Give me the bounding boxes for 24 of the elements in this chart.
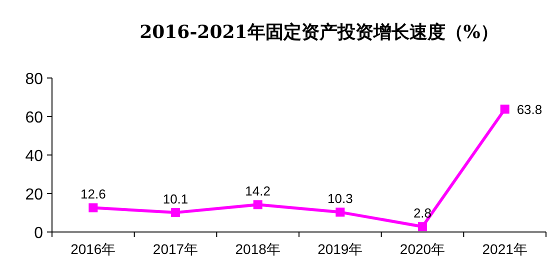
- x-tick-label: 2016年: [70, 241, 116, 257]
- x-tick-label: 2021年: [482, 241, 528, 257]
- point: [418, 222, 427, 232]
- y-tick-label: 0: [34, 225, 44, 242]
- data-label: 10.3: [328, 191, 353, 206]
- x-tick-label: 2018年: [235, 241, 280, 257]
- data-label: 10.1: [162, 192, 188, 207]
- point: [253, 200, 262, 210]
- data-label: 63.8: [516, 102, 542, 118]
- y-tick-label: 20: [25, 186, 44, 204]
- point: [88, 203, 98, 212]
- y-tick-label: 40: [25, 148, 44, 165]
- x-tick-label: 2020年: [400, 241, 446, 257]
- y-tick-label: 60: [25, 110, 44, 126]
- y-tick-label: 80: [25, 71, 44, 88]
- point: [500, 104, 510, 114]
- point: [336, 208, 345, 217]
- data-label: 14.2: [245, 184, 270, 199]
- chart-title: 2016-2021年固定资产投资增长速度（%）: [140, 22, 498, 43]
- x-tick-label: 2017年: [152, 241, 198, 257]
- data-label: 12.6: [80, 186, 106, 202]
- data-label: 2.8: [413, 206, 432, 221]
- x-tick-label: 2019年: [318, 241, 363, 257]
- point: [171, 208, 180, 218]
